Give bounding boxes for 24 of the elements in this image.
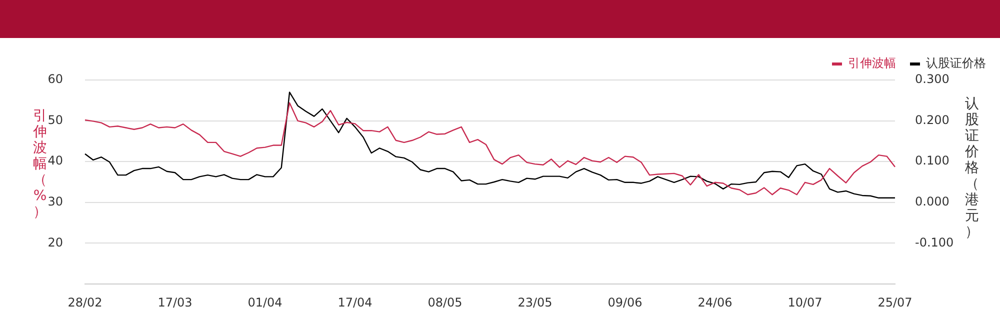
- legend-label: 引伸波幅: [848, 56, 896, 70]
- y2-tick-label: 0.200: [915, 112, 950, 127]
- y-tick-label: 20: [48, 235, 63, 250]
- x-tick-label: 01/04: [248, 295, 282, 310]
- y-tick-label: 30: [48, 194, 63, 209]
- y2-tick-label: 0.300: [915, 72, 950, 86]
- x-tick-label: 23/05: [518, 295, 552, 310]
- x-tick-label: 17/04: [338, 295, 372, 310]
- x-tick-label: 24/06: [698, 295, 732, 310]
- x-tick-label: 09/06: [608, 295, 642, 310]
- y-tick-label: 40: [48, 154, 63, 168]
- y2-tick-label: -0.100: [915, 235, 954, 250]
- text: 认股证价格（港元）: [965, 96, 979, 240]
- y-tick-label: 60: [48, 72, 63, 86]
- x-tick-label: 17/03: [158, 295, 192, 310]
- x-tick-label: 25/07: [878, 295, 912, 310]
- y-tick-label: 50: [48, 112, 63, 127]
- y2-tick-label: 0.000: [915, 194, 950, 209]
- y-axis-title: 引伸波幅（%）: [32, 108, 48, 220]
- x-tick-label: 28/02: [68, 295, 102, 310]
- x-tick-label: 10/07: [788, 295, 822, 310]
- x-tick-label: 08/05: [428, 295, 462, 310]
- legend-label: 认股证价格: [926, 56, 986, 70]
- y2-tick-label: 0.100: [915, 154, 950, 168]
